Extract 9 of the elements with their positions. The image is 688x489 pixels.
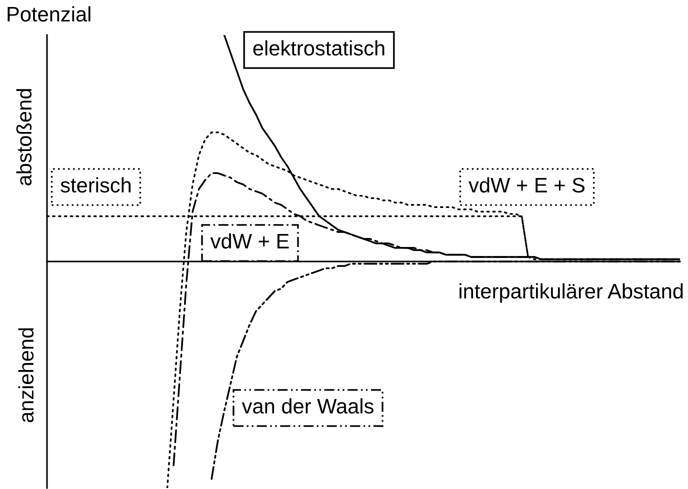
text: anziehend	[18, 328, 34, 422]
series-label: sterisch	[60, 177, 131, 193]
text: abstoßend	[16, 89, 32, 186]
series-label: van der Waals	[242, 398, 374, 414]
series-label: elektrostatisch	[253, 40, 384, 56]
series-label: vdW + E + S	[468, 177, 585, 193]
series-label: vdW + E	[210, 233, 289, 249]
x-axis-title: interpartikulärer Abstand	[460, 283, 683, 303]
y-axis-title: Potenzial	[8, 6, 90, 22]
